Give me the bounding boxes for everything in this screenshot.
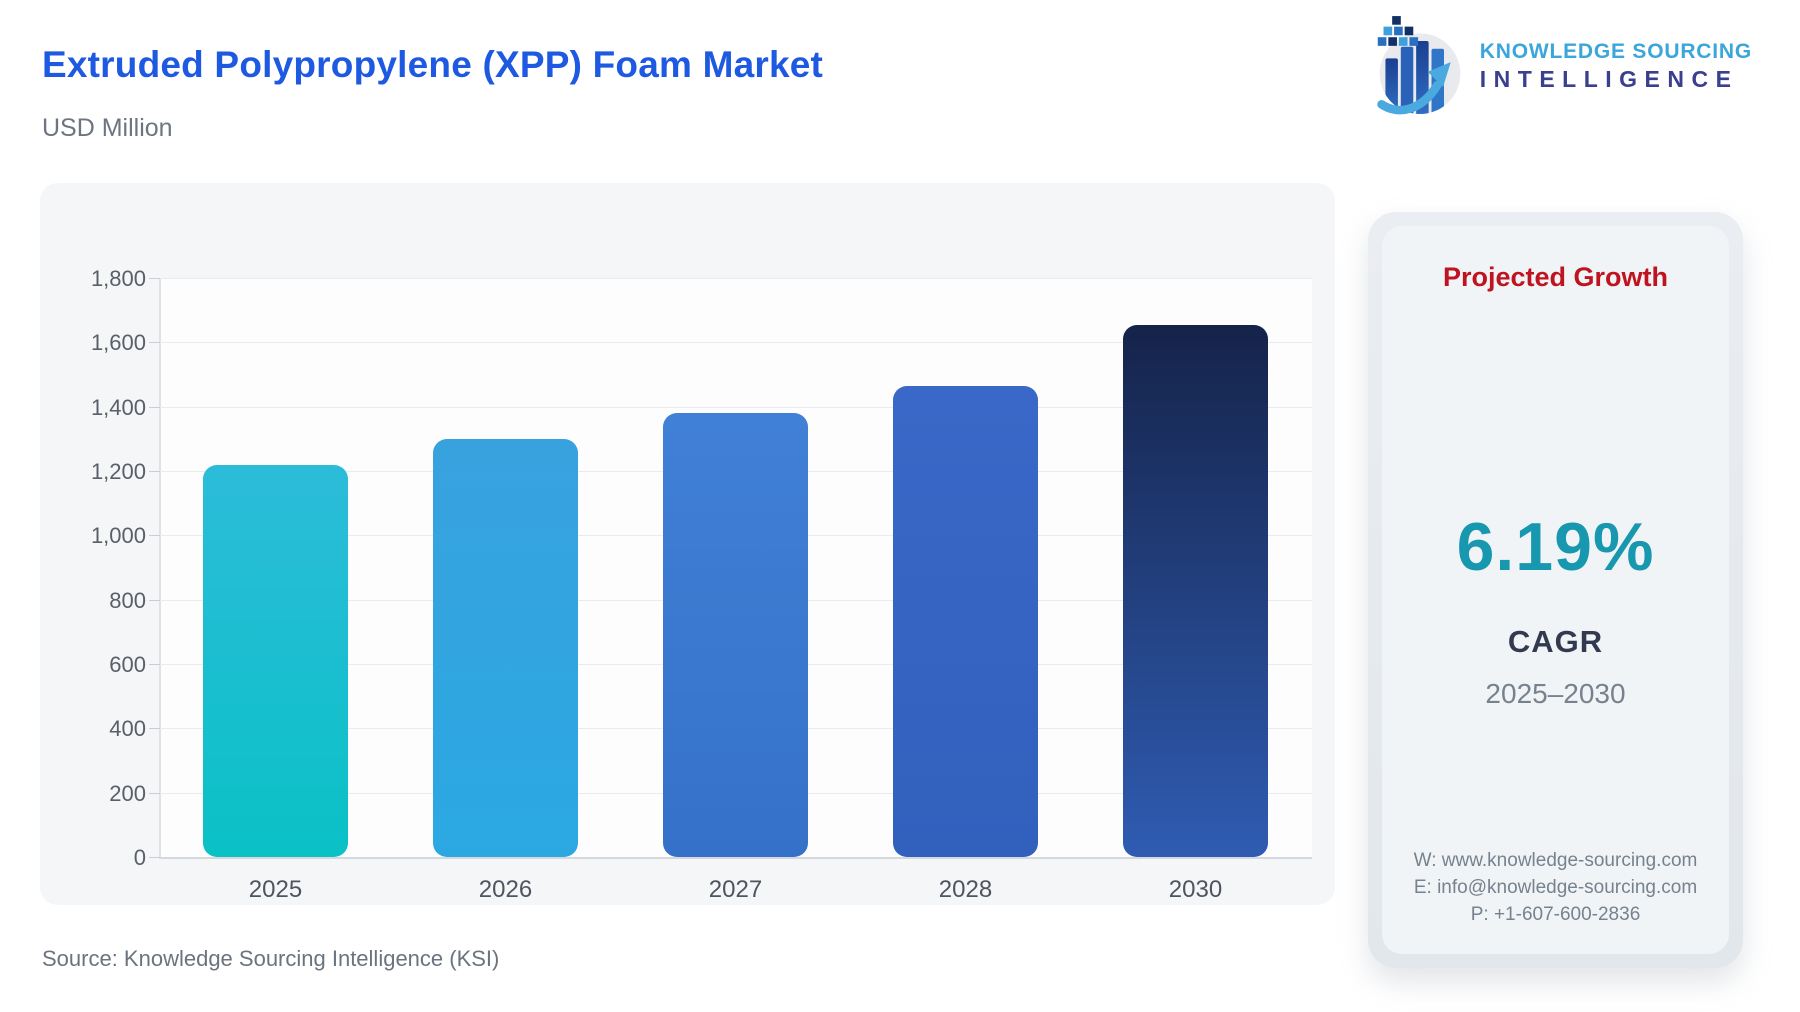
logo-line2: INTELLIGENCE [1479,65,1739,92]
cagr-value: 6.19% [1456,509,1655,585]
y-axis-tick [149,342,160,344]
bar-2027 [663,413,808,857]
bar-chart: 0 200 400 600 800 1,000 1,200 1,400 1,600 1,800 20… [40,183,1335,905]
y-axis-label: 0 [133,845,146,870]
y-axis-tick [149,728,160,730]
y-axis-label: 600 [109,652,146,677]
bar-2028 [893,385,1038,857]
x-axis-label-2027: 2027 [708,876,763,903]
bar-2030 [1123,324,1268,857]
projected-growth-panel: Projected Growth 6.19% CAGR 2025–2030 W:… [1368,212,1743,968]
y-axis-label: 200 [109,780,146,806]
y-axis-label: 1,000 [90,523,146,549]
y-axis-label: 400 [109,716,146,742]
x-axis-label-2030: 2030 [1168,876,1223,903]
y-axis-tick [149,406,160,408]
projected-growth-panel-inner: Projected Growth 6.19% CAGR 2025–2030 W:… [1382,226,1729,954]
y-axis-label: 1,400 [90,394,146,420]
bar-2026 [433,438,578,857]
y-axis-tick [149,599,160,601]
x-axis-label-2026: 2026 [478,876,533,903]
bar-2025 [203,464,348,857]
page-title: Extruded Polypropylene (XPP) Foam Market [42,44,824,85]
y-axis-tick [149,535,160,537]
y-axis-label: 1,200 [90,459,146,484]
logo-line1: KNOWLEDGE SOURCING [1479,39,1752,63]
contact-block: W: www.knowledge-sourcing.com E: info@kn… [1382,847,1729,928]
x-axis-label-2028: 2028 [938,876,993,903]
gridline-1,800 [160,278,1312,279]
gridline-1,400 [160,406,1312,408]
y-axis-tick [149,471,160,472]
logo-text: KNOWLEDGE SOURCING INTELLIGENCE [1480,39,1752,94]
contact-email: E: info@knowledge-sourcing.com [1413,877,1698,898]
globe-bars-arrow-icon [1377,16,1461,115]
cagr-label: CAGR [1507,624,1604,659]
pixel-squares [1377,16,1418,46]
y-axis-label: 1,600 [90,330,146,356]
x-axis-label-2025: 2025 [248,876,303,903]
unit-label: USD Million [42,114,173,142]
y-axis-line [159,278,161,859]
gridline-0 [160,857,1312,859]
y-axis-tick [149,857,160,858]
y-axis-label: 1,800 [90,266,146,291]
contact-website: W: www.knowledge-sourcing.com [1413,850,1698,871]
y-axis-tick [149,278,160,279]
y-axis-label: 800 [109,587,146,613]
contact-phone: P: +1-607-600-2836 [1470,904,1641,925]
y-axis-tick [149,792,160,794]
growth-panel-title: Projected Growth [1442,262,1669,292]
cagr-period: 2025–2030 [1485,678,1626,709]
gridline-1,600 [160,342,1312,344]
source-note: Source: Knowledge Sourcing Intelligence … [42,946,500,971]
y-axis-tick [149,664,160,665]
company-logo: KNOWLEDGE SOURCING INTELLIGENCE [1372,14,1752,118]
